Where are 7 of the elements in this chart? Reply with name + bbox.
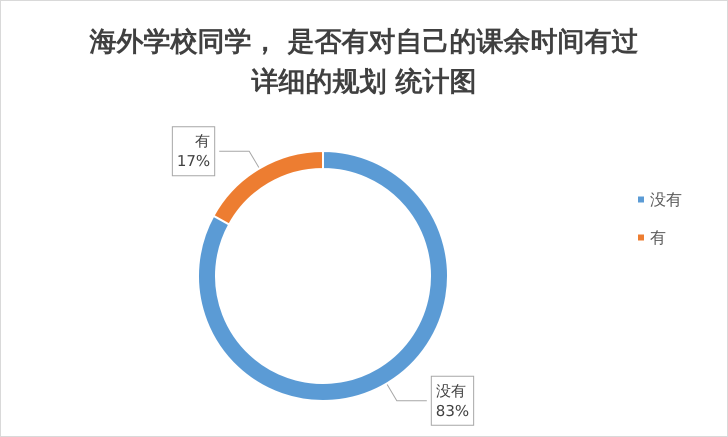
slice-label: 有 <box>195 132 210 150</box>
legend-label: 没有 <box>650 190 682 209</box>
legend-label: 有 <box>650 228 666 247</box>
chart-title: 海外学校同学， 是否有对自己的课余时间有过详细的规划 统计图 <box>88 26 639 98</box>
data-label: 83% <box>436 402 470 420</box>
slice-label: 没有 <box>436 382 466 400</box>
data-label: 17% <box>176 152 210 170</box>
